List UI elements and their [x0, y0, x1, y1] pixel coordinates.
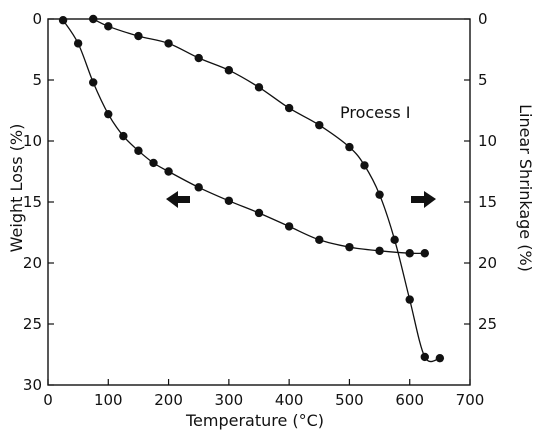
- y-tick-label: 15: [23, 193, 42, 211]
- weight-loss-point: [375, 246, 384, 255]
- x-tick-label: 500: [335, 391, 364, 409]
- weight-loss-point: [89, 78, 98, 87]
- weight-loss-point: [345, 242, 354, 252]
- y-tick-label: 25: [23, 315, 42, 333]
- weight-loss-point: [315, 235, 324, 245]
- shrinkage-point: [390, 235, 399, 245]
- plot-frame-rect: [47, 18, 471, 386]
- shrinkage-point: [405, 295, 414, 304]
- weight-loss-point: [420, 249, 429, 258]
- y2-tick-label: 20: [478, 254, 497, 272]
- x-tick-label: 200: [154, 391, 183, 409]
- x-tick-label: 100: [94, 391, 123, 409]
- y-tick-label: 20: [23, 254, 42, 272]
- weight-loss-point: [58, 16, 68, 25]
- y2-tick-label: 10: [478, 132, 497, 150]
- y2-tick-label: 0: [478, 10, 488, 28]
- y-axis-title: Weight Loss (%): [7, 124, 26, 253]
- shrinkage-point: [224, 66, 234, 75]
- weight-loss-point: [194, 183, 203, 192]
- shrinkage-point: [315, 120, 324, 130]
- shrinkage-point: [134, 31, 143, 41]
- left-arrow-icon: [166, 191, 190, 208]
- weight-loss-point: [254, 208, 264, 218]
- x-tick-label: 600: [395, 391, 424, 409]
- x-tick-label: 400: [275, 391, 304, 409]
- y2-tick-label: 25: [478, 315, 497, 333]
- shrinkage-point: [345, 142, 354, 152]
- weight-loss-point: [73, 39, 83, 48]
- shrinkage-point: [435, 353, 445, 363]
- x-tick-label: 0: [43, 391, 53, 409]
- y-tick-label: 30: [23, 376, 42, 394]
- weight-loss-point: [134, 146, 143, 155]
- shrinkage-point: [254, 83, 264, 92]
- shrinkage-point: [284, 103, 294, 113]
- weight-loss-point: [119, 131, 128, 141]
- shrinkage-line: [92, 18, 441, 363]
- shrinkage-point: [420, 352, 429, 362]
- y-tick-label: 10: [23, 132, 42, 150]
- y-tick-label: 0: [32, 10, 42, 28]
- shrinkage-point: [89, 14, 98, 24]
- weight-loss-point: [284, 222, 294, 231]
- y2-tick-label: 15: [478, 193, 497, 211]
- x-axis-title: Temperature (°C): [185, 411, 324, 430]
- y2-axis-title: Linear Shrinkage (%): [516, 104, 535, 272]
- process-label: Process I: [340, 103, 411, 122]
- shrinkage-point: [360, 161, 369, 170]
- weight-loss-point: [405, 249, 414, 258]
- weight-loss-point: [149, 158, 158, 168]
- shrinkage-point: [104, 22, 113, 31]
- weight-loss-line: [62, 19, 425, 255]
- y-tick-label: 5: [32, 71, 42, 89]
- shrinkage-point: [194, 53, 203, 63]
- weight-loss-point: [104, 109, 113, 119]
- right-arrow-icon: [411, 191, 436, 208]
- shrinkage-point: [375, 190, 384, 199]
- shrinkage-point: [164, 39, 173, 48]
- x-tick-label: 300: [215, 391, 244, 409]
- y2-tick-label: 5: [478, 71, 488, 89]
- plot-frame: [47, 18, 471, 386]
- weight-loss-point: [164, 167, 173, 176]
- series-points: [58, 14, 445, 363]
- x-tick-label: 700: [456, 391, 485, 409]
- series-lines: [62, 18, 441, 363]
- axis-ticks: 0 100 200 300 400 500 600 700051015202530051015…: [23, 10, 497, 409]
- weight-loss-point: [224, 196, 234, 205]
